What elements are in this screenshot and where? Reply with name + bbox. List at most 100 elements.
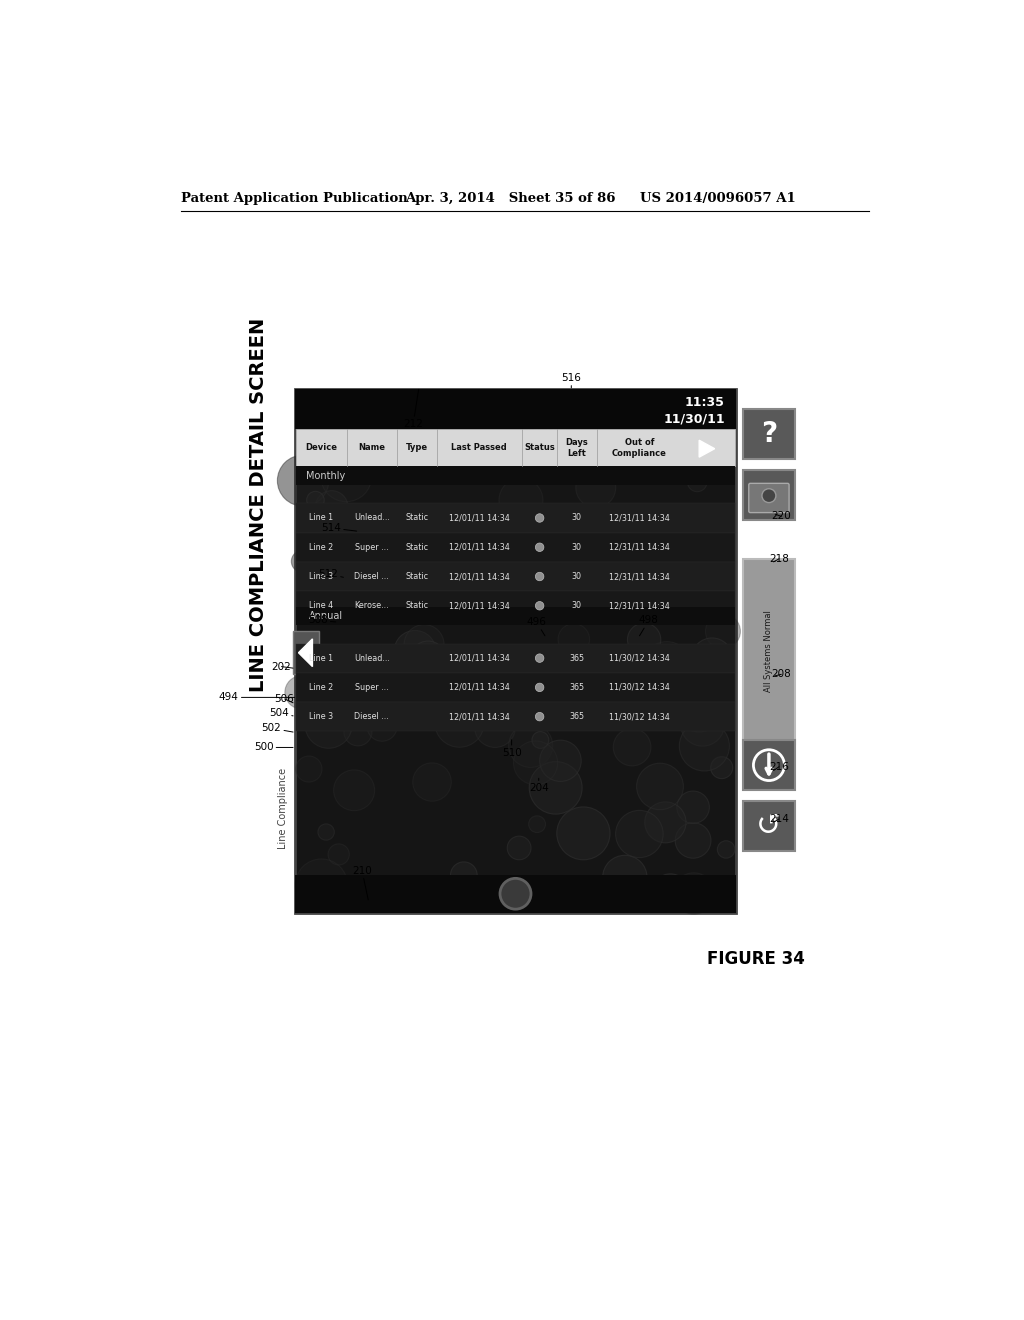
- Text: 12/01/11 14:34: 12/01/11 14:34: [449, 602, 510, 610]
- Bar: [296, 562, 735, 591]
- Circle shape: [411, 648, 455, 692]
- Circle shape: [679, 692, 719, 733]
- Circle shape: [389, 395, 421, 425]
- Circle shape: [386, 664, 413, 689]
- Text: US 2014/0096057 A1: US 2014/0096057 A1: [640, 191, 796, 205]
- Text: Diesel ...: Diesel ...: [354, 713, 389, 721]
- Text: 218: 218: [769, 554, 788, 564]
- Circle shape: [660, 537, 707, 583]
- Circle shape: [634, 528, 655, 549]
- Text: Line 4: Line 4: [309, 602, 334, 610]
- Circle shape: [328, 843, 349, 865]
- Text: 365: 365: [569, 653, 585, 663]
- Text: Device: Device: [305, 444, 337, 453]
- Bar: [296, 591, 735, 620]
- Text: 12/01/11 14:34: 12/01/11 14:34: [449, 543, 510, 552]
- Circle shape: [691, 638, 732, 678]
- Circle shape: [334, 770, 375, 810]
- Text: 506: 506: [274, 694, 295, 704]
- Bar: [742, 470, 796, 520]
- Text: 11/30/11: 11/30/11: [664, 412, 725, 425]
- Text: Line 1: Line 1: [309, 513, 334, 523]
- Circle shape: [301, 690, 338, 726]
- Circle shape: [295, 859, 347, 911]
- FancyBboxPatch shape: [749, 483, 790, 512]
- Circle shape: [315, 491, 348, 523]
- Circle shape: [536, 653, 544, 663]
- Circle shape: [354, 678, 387, 711]
- Text: 494: 494: [219, 693, 295, 702]
- Text: Line 3: Line 3: [309, 713, 334, 721]
- Circle shape: [474, 706, 515, 747]
- Bar: [295, 875, 736, 913]
- Circle shape: [705, 548, 722, 565]
- Circle shape: [306, 491, 325, 508]
- Bar: [296, 466, 735, 484]
- Circle shape: [339, 395, 375, 432]
- Circle shape: [637, 763, 683, 809]
- Text: Unlead...: Unlead...: [354, 513, 390, 523]
- Circle shape: [536, 510, 583, 557]
- Circle shape: [499, 478, 543, 521]
- Circle shape: [435, 698, 484, 747]
- Text: 12/01/11 14:34: 12/01/11 14:34: [449, 653, 510, 663]
- Circle shape: [366, 651, 417, 701]
- Bar: [742, 801, 796, 851]
- Circle shape: [523, 429, 561, 467]
- Bar: [296, 673, 735, 702]
- Polygon shape: [699, 441, 715, 457]
- Circle shape: [394, 631, 436, 672]
- Text: 502: 502: [261, 723, 293, 733]
- Text: Line 2: Line 2: [309, 682, 334, 692]
- Text: 11/30/12 14:34: 11/30/12 14:34: [609, 713, 670, 721]
- Text: 496: 496: [526, 616, 547, 636]
- Circle shape: [367, 711, 397, 742]
- Text: 12/01/11 14:34: 12/01/11 14:34: [449, 513, 510, 523]
- Circle shape: [632, 558, 676, 603]
- Text: 214: 214: [769, 814, 788, 824]
- Text: 365: 365: [569, 682, 585, 692]
- Circle shape: [613, 729, 651, 766]
- Circle shape: [677, 791, 710, 824]
- Text: Monthly: Monthly: [306, 471, 345, 480]
- Text: 12/31/11 14:34: 12/31/11 14:34: [609, 602, 670, 610]
- Circle shape: [654, 438, 697, 480]
- Text: Last Passed: Last Passed: [452, 444, 507, 453]
- Circle shape: [679, 721, 729, 771]
- Circle shape: [531, 731, 549, 748]
- Circle shape: [536, 513, 544, 523]
- Text: 12/01/11 14:34: 12/01/11 14:34: [449, 572, 510, 581]
- Circle shape: [374, 653, 393, 673]
- Circle shape: [385, 602, 407, 623]
- Circle shape: [641, 667, 691, 717]
- Text: 12/31/11 14:34: 12/31/11 14:34: [609, 572, 670, 581]
- Circle shape: [296, 756, 322, 781]
- Text: 30: 30: [572, 513, 582, 523]
- Bar: [296, 503, 735, 533]
- Circle shape: [557, 807, 610, 859]
- Text: Kerose...: Kerose...: [354, 602, 389, 610]
- Bar: [691, 434, 724, 462]
- Text: Apr. 3, 2014   Sheet 35 of 86: Apr. 3, 2014 Sheet 35 of 86: [406, 191, 616, 205]
- Circle shape: [641, 878, 657, 894]
- Circle shape: [443, 682, 466, 705]
- Circle shape: [482, 523, 513, 553]
- Circle shape: [536, 684, 544, 692]
- Text: 12/31/11 14:34: 12/31/11 14:34: [609, 513, 670, 523]
- Circle shape: [670, 562, 698, 591]
- Circle shape: [500, 878, 531, 909]
- Circle shape: [591, 678, 611, 700]
- Bar: [296, 429, 735, 466]
- Circle shape: [321, 451, 372, 502]
- Circle shape: [673, 873, 715, 913]
- Text: 365: 365: [569, 713, 585, 721]
- Bar: [742, 739, 796, 789]
- Circle shape: [404, 624, 444, 664]
- Circle shape: [671, 655, 703, 686]
- Circle shape: [510, 572, 557, 619]
- Circle shape: [640, 579, 671, 610]
- Text: 12/01/11 14:34: 12/01/11 14:34: [449, 713, 510, 721]
- Text: 12/31/11 14:34: 12/31/11 14:34: [609, 543, 670, 552]
- Circle shape: [536, 543, 544, 552]
- Text: Super ...: Super ...: [355, 543, 389, 552]
